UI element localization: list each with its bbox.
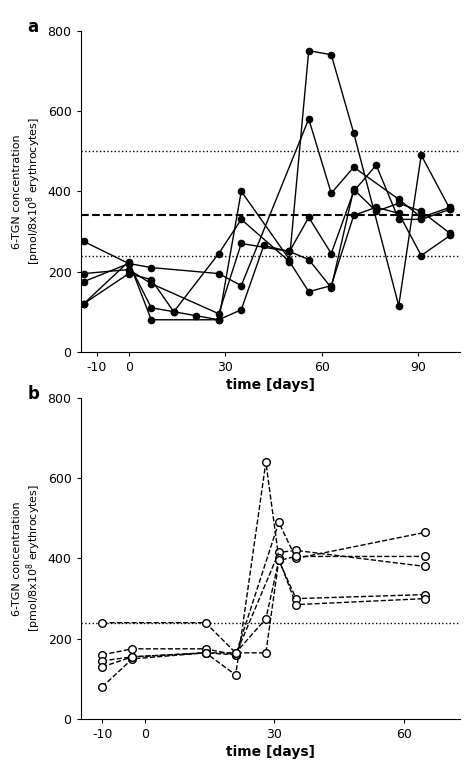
- X-axis label: time [days]: time [days]: [226, 745, 315, 760]
- X-axis label: time [days]: time [days]: [226, 378, 315, 392]
- Y-axis label: 6-TGN concentration
[pmol/8x10$^8$ erythrocytes]: 6-TGN concentration [pmol/8x10$^8$ eryth…: [12, 484, 44, 633]
- Text: a: a: [27, 18, 38, 36]
- Text: b: b: [27, 385, 39, 403]
- Y-axis label: 6-TGN concentration
[pmol/8x10$^8$ erythrocytes]: 6-TGN concentration [pmol/8x10$^8$ eryth…: [12, 117, 44, 265]
